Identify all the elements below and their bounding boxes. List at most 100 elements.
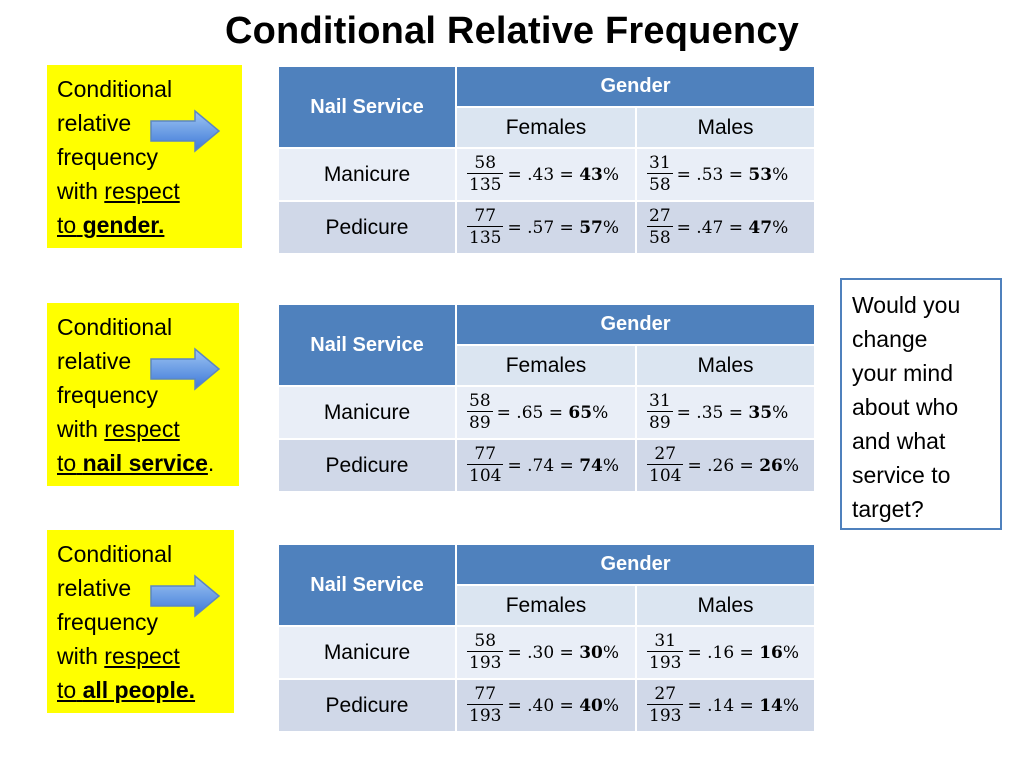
- decimal-equation: = .35 =: [676, 402, 749, 423]
- fraction-denominator: 58: [647, 226, 673, 248]
- row-label: Manicure: [277, 625, 457, 680]
- fraction-denominator: 193: [647, 704, 684, 726]
- decimal-equation: = .65 =: [496, 402, 569, 423]
- decimal-equation: = .47 =: [676, 217, 749, 238]
- label-box-nail-service: Conditional relative frequency with resp…: [47, 303, 239, 486]
- percent-value: 43: [579, 164, 603, 185]
- row-label: Pedicure: [277, 438, 457, 493]
- percent-value: 47: [748, 217, 773, 238]
- fraction-numerator: 77: [474, 684, 497, 704]
- fraction-numerator: 31: [649, 153, 671, 173]
- fraction-numerator: 58: [474, 153, 497, 173]
- percent-value: 26: [759, 455, 783, 476]
- slide-title: Conditional Relative Frequency: [225, 10, 799, 52]
- percent-sign: %: [602, 164, 620, 185]
- table-row: Pedicure 77 135 = .57 = 57% 27 58 = .47 = 47…: [277, 200, 816, 255]
- percent-value: 57: [579, 217, 603, 238]
- fraction-numerator: 31: [649, 391, 671, 411]
- decimal-equation: = .57 =: [507, 217, 580, 238]
- col-header-males: Males: [635, 106, 816, 149]
- percent-sign: %: [782, 695, 800, 716]
- percent-value: 16: [759, 642, 783, 663]
- table-row: Manicure 58 89 = .65 = 65% 31 89 = .35 = 35%: [277, 385, 816, 440]
- cell-females: 58 193 = .30 = 30%: [455, 625, 637, 680]
- label-box-all-people: Conditional relative frequency with resp…: [47, 530, 234, 713]
- percent-value: 30: [579, 642, 603, 663]
- fraction-denominator: 89: [467, 411, 493, 433]
- percent-sign: %: [772, 164, 789, 185]
- label-target: gender.: [82, 212, 165, 238]
- cell-males: 27 104 = .26 = 26%: [635, 438, 816, 493]
- fraction-denominator: 89: [647, 411, 673, 433]
- label-respect: respect: [104, 643, 180, 669]
- row-label: Pedicure: [277, 678, 457, 733]
- cell-males: 27 193 = .14 = 14%: [635, 678, 816, 733]
- percent-value: 53: [748, 164, 773, 185]
- decimal-equation: = .40 =: [507, 695, 580, 716]
- percent-sign: %: [782, 455, 800, 476]
- table-row: Pedicure 77 104 = .74 = 74% 27 104 = .26 = 2…: [277, 438, 816, 493]
- label-line: relative: [57, 575, 132, 601]
- table-row: Pedicure 77 193 = .40 = 40% 27 193 = .14 = 1…: [277, 678, 816, 733]
- col-header-males: Males: [635, 584, 816, 627]
- decimal-equation: = .74 =: [507, 455, 580, 476]
- fraction-denominator: 58: [647, 173, 673, 195]
- fraction-numerator: 58: [469, 391, 491, 411]
- right-arrow-icon: [150, 109, 221, 153]
- right-arrow-icon: [150, 574, 221, 618]
- col-header-females: Females: [455, 584, 637, 627]
- percent-value: 35: [748, 402, 773, 423]
- fraction-denominator: 104: [647, 464, 684, 486]
- percent-sign: %: [592, 402, 609, 423]
- label-line: frequency: [57, 609, 159, 635]
- row-header: Nail Service: [277, 303, 457, 387]
- decimal-equation: = .30 =: [507, 642, 580, 663]
- fraction-denominator: 135: [467, 226, 504, 248]
- percent-sign: %: [782, 642, 800, 663]
- percent-value: 65: [568, 402, 593, 423]
- fraction-denominator: 104: [467, 464, 504, 486]
- fraction-denominator: 193: [467, 704, 504, 726]
- percent-sign: %: [772, 402, 789, 423]
- label-target: all people.: [82, 677, 196, 703]
- col-header-males: Males: [635, 344, 816, 387]
- cell-females: 58 89 = .65 = 65%: [455, 385, 637, 440]
- cell-males: 31 58 = .53 = 53%: [635, 147, 816, 202]
- question-line: target?: [852, 496, 924, 522]
- fraction-denominator: 135: [467, 173, 504, 195]
- group-header: Gender: [455, 543, 816, 586]
- cell-females: 77 193 = .40 = 40%: [455, 678, 637, 733]
- fraction-numerator: 77: [474, 444, 497, 464]
- percent-sign: %: [602, 642, 620, 663]
- label-target: nail service: [82, 450, 208, 476]
- col-header-females: Females: [455, 344, 637, 387]
- question-line: and what: [852, 428, 946, 454]
- row-header: Nail Service: [277, 543, 457, 627]
- label-with: with: [57, 178, 98, 204]
- fraction-numerator: 31: [654, 631, 677, 651]
- group-header: Gender: [455, 65, 816, 108]
- label-line: relative: [57, 110, 132, 136]
- fraction-numerator: 27: [654, 684, 677, 704]
- label-line: Conditional: [57, 541, 173, 567]
- row-label: Manicure: [277, 147, 457, 202]
- question-line: change: [852, 326, 928, 352]
- percent-sign: %: [602, 455, 620, 476]
- fraction-numerator: 27: [654, 444, 677, 464]
- row-header: Nail Service: [277, 65, 457, 149]
- decimal-equation: = .14 =: [687, 695, 760, 716]
- percent-sign: %: [772, 217, 789, 238]
- percent-value: 74: [579, 455, 603, 476]
- cell-males: 27 58 = .47 = 47%: [635, 200, 816, 255]
- row-label: Pedicure: [277, 200, 457, 255]
- label-line: relative: [57, 348, 132, 374]
- label-line: frequency: [57, 144, 159, 170]
- fraction-numerator: 27: [649, 206, 671, 226]
- percent-value: 14: [759, 695, 783, 716]
- label-to: to: [57, 677, 77, 703]
- decimal-equation: = .26 =: [687, 455, 760, 476]
- col-header-females: Females: [455, 106, 637, 149]
- decimal-equation: = .53 =: [676, 164, 749, 185]
- question-line: service to: [852, 462, 951, 488]
- label-line: frequency: [57, 382, 159, 408]
